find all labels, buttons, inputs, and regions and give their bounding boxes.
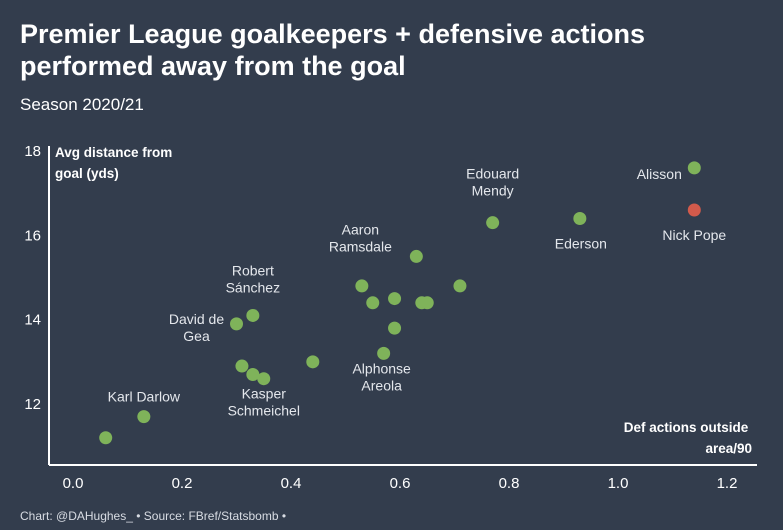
- x-axis-title: Def actions outside area/90: [624, 420, 752, 456]
- x-tick-label: 0.6: [390, 475, 411, 492]
- scatter-point-highlight: [687, 203, 701, 217]
- y-tick-label: 16: [24, 227, 41, 244]
- point-label: Alisson: [637, 166, 682, 182]
- y-tick-label: 12: [24, 396, 41, 413]
- y-tick-label: 14: [24, 312, 41, 329]
- data-points: [99, 161, 701, 445]
- chart-subtitle: Season 2020/21: [20, 95, 144, 114]
- point-label: Nick Pope: [662, 227, 726, 243]
- scatter-point: [486, 216, 500, 230]
- scatter-point: [137, 410, 151, 424]
- scatter-point: [235, 359, 249, 373]
- x-tick-label: 0.2: [172, 475, 193, 492]
- x-tick-label: 0.4: [281, 475, 302, 492]
- x-tick-label: 0.0: [63, 475, 84, 492]
- scatter-point: [246, 308, 260, 322]
- scatter-point: [573, 211, 587, 225]
- x-ticks: 0.0 0.2 0.4 0.6 0.8 1.0 1.2: [63, 475, 738, 492]
- y-axis-title: Avg distance from goal (yds): [55, 145, 176, 181]
- scatter-point: [355, 279, 369, 293]
- scatter-point: [230, 317, 243, 331]
- x-tick-label: 0.8: [499, 475, 520, 492]
- x-tick-label: 1.2: [717, 475, 738, 492]
- point-label: Edouard Mendy: [466, 166, 519, 199]
- y-ticks: 12 14 16 18: [24, 143, 41, 413]
- scatter-point: [687, 161, 701, 175]
- point-label: Ederson: [555, 235, 607, 251]
- scatter-point: [388, 292, 402, 306]
- x-tick-label: 1.0: [608, 475, 629, 492]
- point-label: David de Gea: [169, 311, 224, 344]
- point-label: Alphonse Areola: [352, 360, 411, 393]
- chart-footer: Chart: @DAHughes_ • Source: FBref/Statsb…: [20, 509, 287, 523]
- scatter-point: [388, 321, 402, 335]
- point-label: Robert Sánchez: [226, 262, 280, 295]
- scatter-point: [420, 296, 434, 310]
- scatter-point: [453, 279, 467, 293]
- scatter-point: [377, 346, 391, 360]
- y-tick-label: 18: [24, 143, 41, 160]
- scatter-point: [257, 372, 271, 386]
- scatter-point: [409, 249, 423, 263]
- chart-title: Premier League goalkeepers + defensive a…: [20, 19, 646, 81]
- point-label: Karl Darlow: [108, 389, 181, 405]
- scatter-point: [99, 431, 113, 445]
- point-label: Kasper Schmeichel: [228, 386, 300, 419]
- scatter-point: [366, 296, 380, 310]
- point-label: Aaron Ramsdale: [329, 221, 392, 254]
- scatter-point: [246, 367, 260, 381]
- scatter-point: [306, 355, 320, 369]
